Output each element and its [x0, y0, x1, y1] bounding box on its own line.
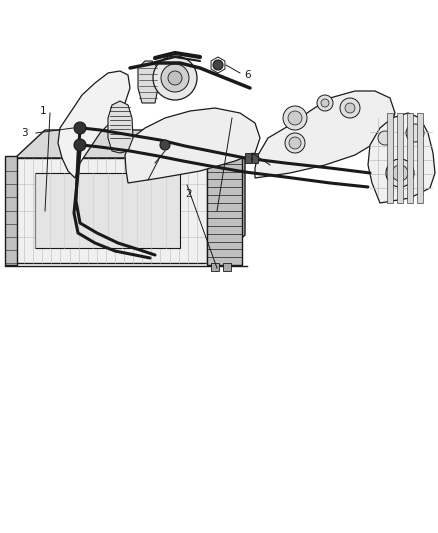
- Polygon shape: [368, 113, 435, 203]
- Text: 4: 4: [150, 167, 156, 177]
- Circle shape: [321, 99, 329, 107]
- Polygon shape: [211, 263, 219, 271]
- Text: 3: 3: [21, 128, 28, 138]
- Polygon shape: [58, 71, 130, 178]
- Polygon shape: [397, 113, 403, 203]
- Circle shape: [74, 122, 86, 134]
- Circle shape: [392, 165, 408, 181]
- Polygon shape: [15, 158, 215, 263]
- Polygon shape: [35, 173, 180, 248]
- Text: 1: 1: [39, 106, 46, 116]
- Polygon shape: [223, 263, 231, 271]
- Circle shape: [340, 98, 360, 118]
- Text: 2: 2: [186, 189, 192, 199]
- Circle shape: [386, 159, 414, 187]
- Circle shape: [406, 124, 424, 142]
- Polygon shape: [255, 91, 395, 178]
- Circle shape: [160, 140, 170, 150]
- Text: 1: 1: [237, 114, 244, 124]
- Circle shape: [378, 131, 392, 145]
- Polygon shape: [387, 113, 393, 203]
- Text: 7: 7: [273, 162, 279, 172]
- Polygon shape: [5, 156, 17, 265]
- Polygon shape: [407, 113, 413, 203]
- Text: 5: 5: [143, 184, 149, 194]
- Polygon shape: [252, 153, 258, 163]
- Circle shape: [153, 56, 197, 100]
- Polygon shape: [215, 130, 245, 263]
- Polygon shape: [245, 153, 251, 163]
- Circle shape: [285, 133, 305, 153]
- Circle shape: [317, 95, 333, 111]
- Circle shape: [289, 137, 301, 149]
- Polygon shape: [108, 101, 133, 153]
- Circle shape: [288, 111, 302, 125]
- Circle shape: [283, 106, 307, 130]
- Circle shape: [161, 64, 189, 92]
- Circle shape: [213, 60, 223, 70]
- Text: 6: 6: [244, 70, 251, 80]
- Polygon shape: [417, 113, 423, 203]
- Polygon shape: [125, 108, 260, 183]
- Polygon shape: [207, 156, 242, 265]
- Circle shape: [168, 71, 182, 85]
- Polygon shape: [15, 130, 245, 158]
- Circle shape: [74, 139, 86, 151]
- Polygon shape: [138, 61, 158, 103]
- Circle shape: [345, 103, 355, 113]
